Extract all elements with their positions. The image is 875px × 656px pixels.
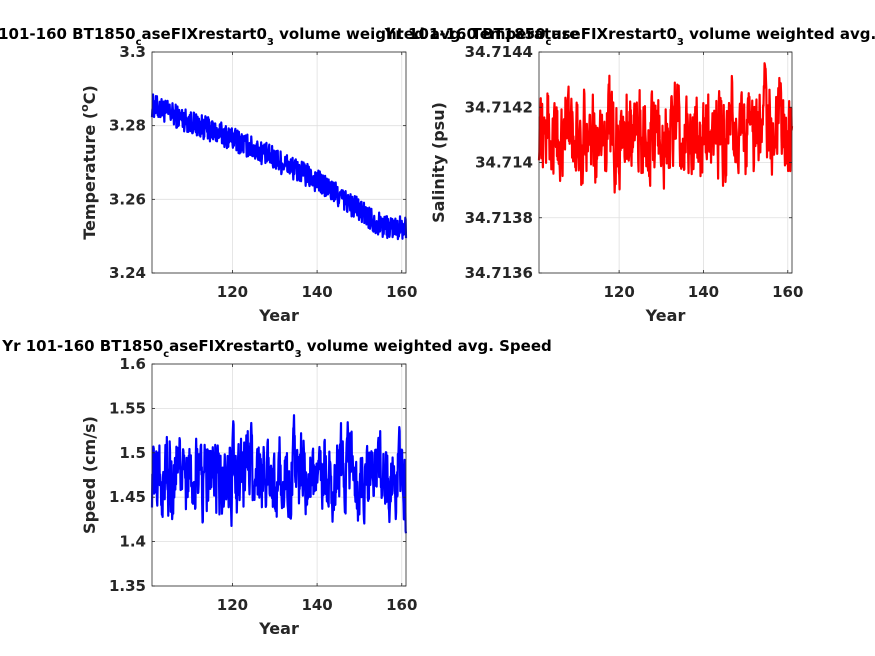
y-axis-label: Temperature (oC) — [78, 85, 99, 240]
x-axis-label: Year — [258, 306, 299, 325]
x-tick-label: 140 — [688, 283, 719, 301]
y-tick-label: 34.714 — [475, 154, 533, 172]
y-tick-label: 1.45 — [109, 488, 146, 506]
x-tick-label: 160 — [386, 596, 417, 614]
axes-box — [151, 51, 407, 274]
y-tick-label: 1.6 — [119, 355, 146, 373]
series-line — [537, 62, 794, 194]
x-tick-label: 140 — [301, 596, 332, 614]
series-line — [150, 414, 408, 534]
y-tick-label: 34.7136 — [465, 264, 533, 282]
y-tick-label: 34.7144 — [465, 43, 533, 61]
x-tick-label: 160 — [772, 283, 803, 301]
x-tick-label: 120 — [217, 283, 248, 301]
x-tick-label: 120 — [603, 283, 634, 301]
y-axis-label: Speed (cm/s) — [80, 416, 99, 534]
y-tick-label: 3.28 — [109, 117, 146, 135]
y-axis-label: Salinity (psu) — [429, 102, 448, 223]
y-tick-label: 34.7138 — [465, 209, 533, 227]
y-tick-label: 3.26 — [109, 190, 146, 208]
series-line — [150, 93, 408, 241]
chart-panel-3: 120 140 160 1.35 1.4 1.45 1.5 1.55 1.6 Year Speed … — [80, 355, 417, 638]
x-axis-label: Year — [258, 619, 299, 638]
chart-panel-2: 120 140 160 34.7136 34.7138 34.714 34.7142 34.7… — [429, 43, 803, 325]
x-tick-label: 160 — [386, 283, 417, 301]
chart-title: Yr 101-160 BT1850caseFIXrestart03 volume… — [1, 337, 552, 360]
y-tick-label: 3.24 — [109, 264, 146, 282]
chart-title: Yr 101-160 BT1850caseFIXrestart03 volume… — [0, 25, 579, 48]
y-tick-label: 1.35 — [109, 577, 146, 595]
x-axis-label: Year — [645, 306, 686, 325]
y-tick-label: 1.4 — [119, 533, 146, 551]
x-tick-label: 120 — [217, 596, 248, 614]
chart-title: Yr 101-160 BT1850caseFIXrestart03 volume… — [384, 25, 875, 48]
y-tick-label: 1.5 — [119, 444, 146, 462]
y-tick-label: 34.7142 — [465, 98, 533, 116]
y-tick-label: 3.3 — [119, 43, 146, 61]
chart-panel-1: 120 140 160 3.24 3.26 3.28 3.3 Year Temperature … — [78, 43, 417, 325]
y-tick-label: 1.55 — [109, 399, 146, 417]
x-tick-label: 140 — [301, 283, 332, 301]
axes-box — [151, 363, 407, 587]
